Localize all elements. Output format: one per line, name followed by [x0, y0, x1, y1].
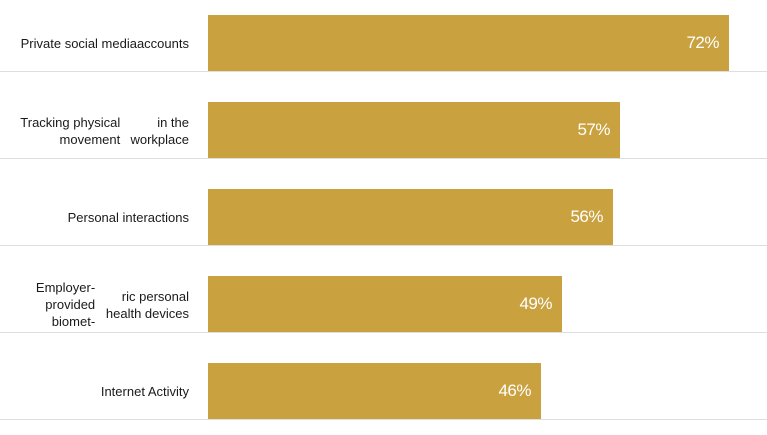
bar: 72% [208, 15, 729, 71]
bar-row: Internet Activity 46% [0, 348, 767, 435]
bar-row: Employer-provided biomet-ric personal he… [0, 261, 767, 348]
category-label: Internet Activity [0, 348, 189, 435]
category-label: Employer-provided biomet-ric personal he… [0, 261, 189, 348]
bar-value-label: 46% [498, 381, 531, 400]
bar-value-label: 72% [686, 33, 719, 52]
category-label: Personal interactions [0, 174, 189, 261]
bar: 49% [208, 276, 562, 332]
bar: 57% [208, 102, 620, 158]
category-label-line: Internet Activity [100, 384, 189, 399]
category-label-line: accounts [136, 36, 189, 51]
bar-value-label: 56% [570, 207, 603, 226]
category-label-line: Private social media [20, 36, 137, 51]
category-label-line: Tracking physical movement [20, 114, 121, 147]
bar: 46% [208, 363, 541, 419]
category-label: Private social media accounts [0, 0, 189, 87]
bar-row: Private social media accounts 72% [0, 0, 767, 87]
row-divider [0, 245, 767, 246]
category-label: Tracking physical movement in the workpla… [0, 87, 189, 174]
row-divider [0, 419, 767, 420]
bar-row: Personal interactions 56% [0, 174, 767, 261]
bar-row: Tracking physical movement in the workpla… [0, 87, 767, 174]
row-divider [0, 71, 767, 72]
row-divider [0, 332, 767, 333]
bar-value-label: 57% [577, 120, 610, 139]
bar: 56% [208, 189, 613, 245]
category-label-line: in the workplace [130, 114, 189, 147]
category-label-line: Employer-provided biomet- [35, 280, 96, 329]
category-label-line: Personal interactions [67, 210, 189, 225]
category-label-line: ric personal health devices [105, 288, 189, 321]
bar-value-label: 49% [519, 294, 552, 313]
row-divider [0, 158, 767, 159]
